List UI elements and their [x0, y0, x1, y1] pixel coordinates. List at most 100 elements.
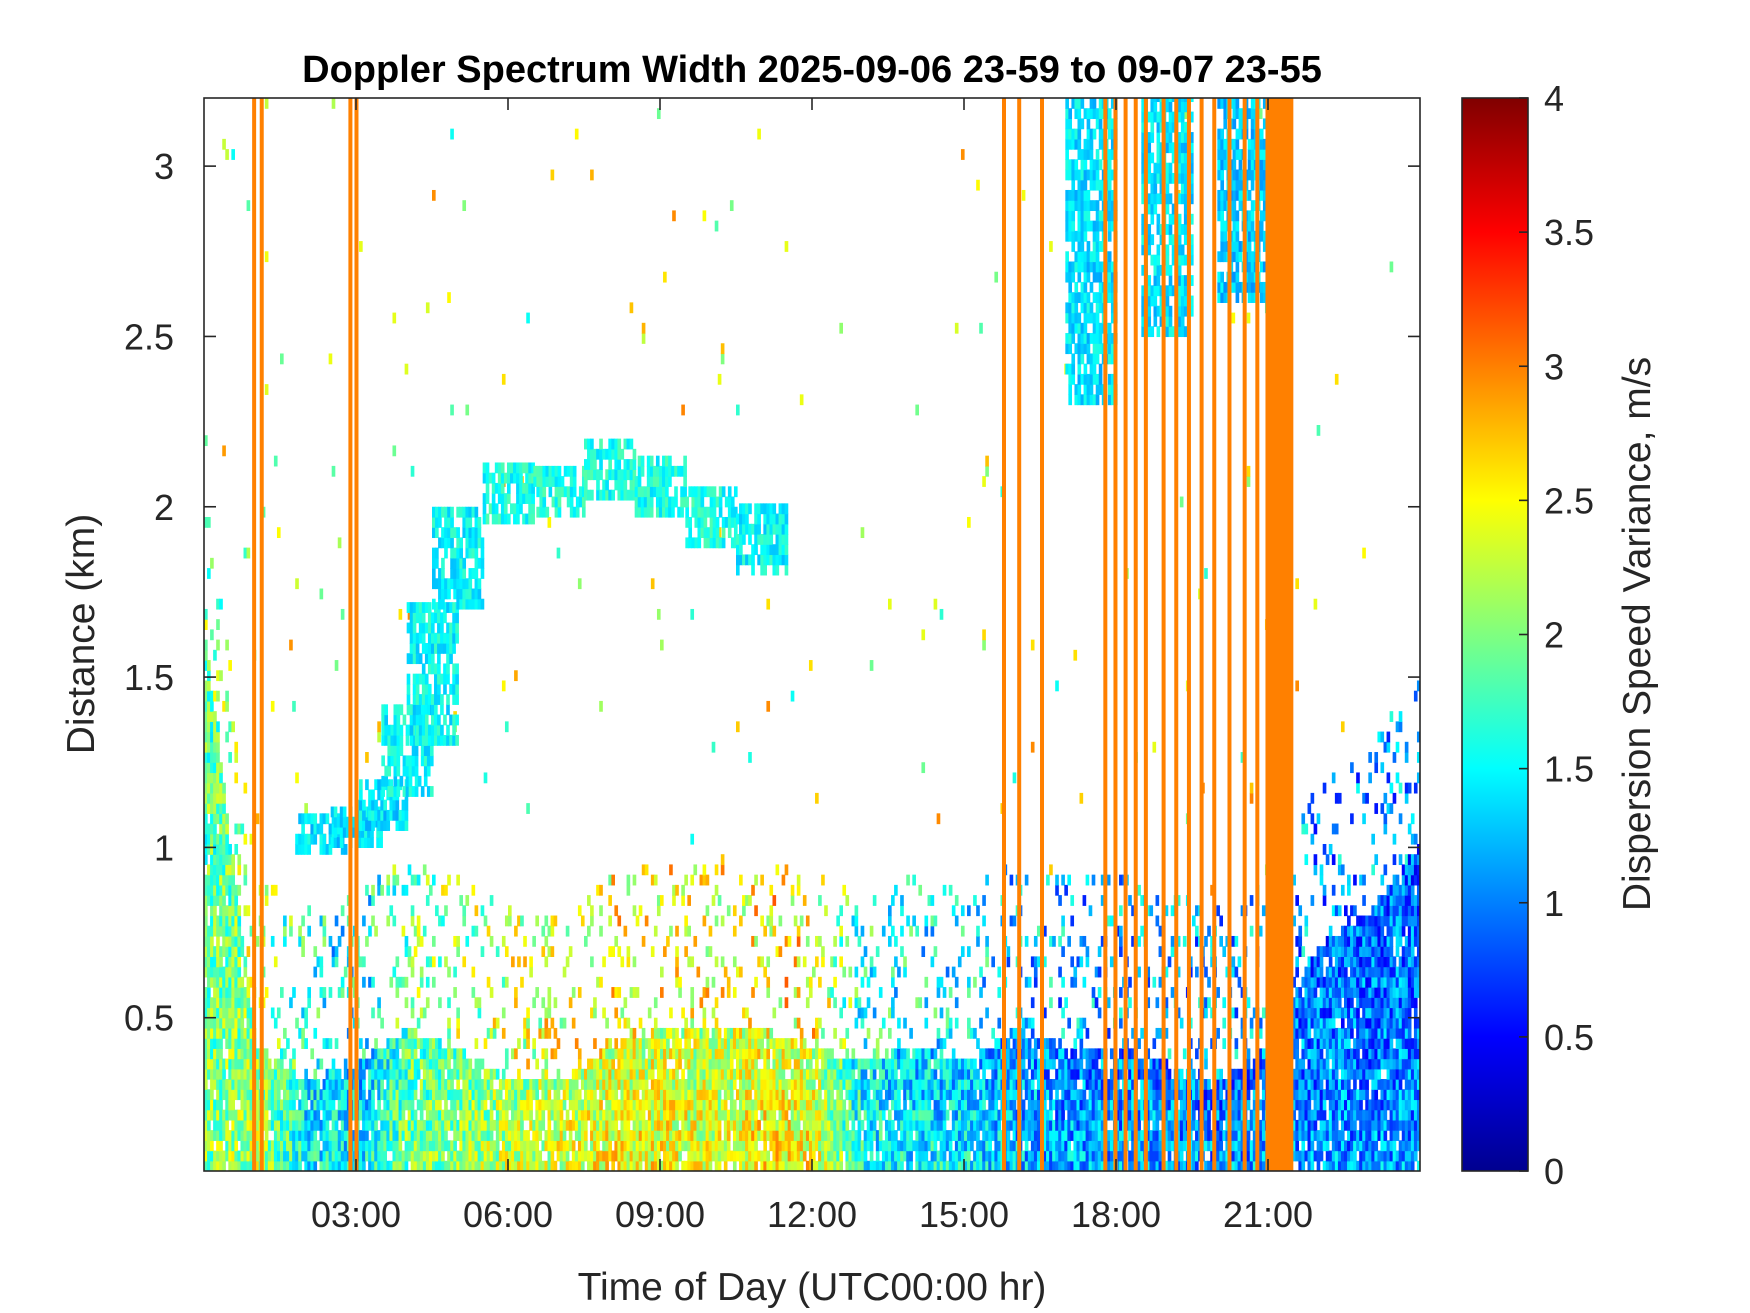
heatmap-cell — [289, 1109, 293, 1121]
heatmap-cell — [781, 1109, 786, 1121]
heatmap-cell — [641, 1027, 646, 1039]
heatmap-cell — [723, 1119, 728, 1131]
heatmap-cell — [587, 1079, 591, 1090]
heatmap-cell — [1009, 915, 1014, 927]
heatmap-cell — [711, 1109, 716, 1121]
heatmap-cell — [833, 1130, 837, 1141]
heatmap-cell — [1036, 1109, 1041, 1121]
heatmap-cell — [617, 1160, 622, 1171]
heatmap-cell — [529, 956, 533, 968]
heatmap-cell — [708, 1048, 713, 1060]
heatmap-cell — [565, 925, 570, 937]
heatmap-cell — [660, 966, 664, 978]
heatmap-cell — [401, 1109, 406, 1121]
heatmap-cell — [535, 1119, 539, 1131]
heatmap-cell — [1146, 1119, 1151, 1131]
heatmap-cell — [641, 1119, 646, 1131]
heatmap-cell — [216, 1079, 220, 1090]
heatmap-cell — [1079, 1099, 1084, 1111]
heatmap-cell — [684, 1089, 688, 1101]
heatmap-cell — [1049, 1048, 1053, 1060]
heatmap-cell — [602, 1130, 606, 1141]
heatmap-cell — [979, 1079, 983, 1090]
heatmap-cell — [413, 1150, 418, 1162]
heatmap-cell — [757, 1048, 761, 1060]
heatmap-cell — [854, 915, 859, 927]
heatmap-cell — [529, 1160, 533, 1171]
heatmap-cell — [219, 1079, 223, 1090]
heatmap-cell — [1152, 1038, 1157, 1049]
heatmap-cell — [599, 1160, 603, 1171]
heatmap-cell — [395, 1068, 400, 1080]
heatmap-cell — [213, 649, 217, 661]
heatmap-cell — [483, 915, 488, 927]
heatmap-cell — [249, 1068, 254, 1080]
heatmap-cell — [477, 997, 482, 1009]
heatmap-cell — [912, 915, 916, 927]
heatmap-cell — [970, 1099, 974, 1111]
heatmap-cell — [1076, 1017, 1081, 1029]
heatmap-cell — [845, 1089, 850, 1101]
heatmap-cell — [596, 1079, 600, 1090]
heatmap-cell — [617, 946, 622, 957]
heatmap-cell — [1091, 1099, 1096, 1111]
heatmap-cell — [833, 1068, 837, 1080]
heatmap-cell — [410, 1160, 415, 1171]
heatmap-cell — [1182, 1160, 1187, 1171]
heatmap-cell — [678, 1079, 682, 1090]
heatmap-cell — [1027, 1130, 1032, 1141]
heatmap-cell — [812, 966, 816, 978]
heatmap-cell — [234, 1130, 239, 1141]
heatmap-cell — [501, 373, 506, 385]
heatmap-cell — [468, 1119, 473, 1131]
heatmap-cell — [626, 874, 631, 886]
heatmap-cell — [222, 792, 226, 804]
heatmap-cell — [827, 1119, 831, 1131]
heatmap-cell — [960, 1130, 965, 1141]
heatmap-cell — [1176, 1160, 1181, 1171]
heatmap-cell — [492, 1119, 497, 1131]
heatmap-cell — [213, 997, 217, 1009]
heatmap-cell — [675, 1048, 679, 1060]
heatmap-cell — [650, 1068, 655, 1080]
heatmap-cell — [769, 884, 774, 896]
heatmap-cell — [656, 1058, 661, 1070]
heatmap-cell — [1030, 1140, 1035, 1152]
heatmap-cell — [419, 1058, 424, 1070]
heatmap-cell — [213, 1119, 217, 1131]
heatmap-cell — [1091, 987, 1096, 998]
heatmap-cell — [824, 1150, 828, 1162]
heatmap-cell — [726, 1038, 731, 1049]
heatmap-cell — [973, 1099, 977, 1111]
heatmap-cell — [684, 1048, 688, 1060]
heatmap-cell — [836, 1130, 840, 1141]
heatmap-cell — [325, 1089, 330, 1101]
heatmap-cell — [222, 803, 226, 814]
heatmap-cell — [374, 1160, 378, 1171]
heatmap-cell — [553, 1048, 558, 1060]
heatmap-cell — [228, 1150, 232, 1162]
heatmap-cell — [891, 997, 895, 1009]
heatmap-cell — [286, 1099, 290, 1111]
heatmap-cell — [732, 1109, 737, 1121]
heatmap-cell — [304, 803, 308, 814]
heatmap-cell — [1058, 1099, 1062, 1111]
heatmap-cell — [365, 1038, 369, 1049]
heatmap-cell — [650, 1089, 655, 1101]
heatmap-cell — [793, 1109, 798, 1121]
heatmap-cell — [1146, 1160, 1151, 1171]
heatmap-cell — [666, 1068, 670, 1080]
heatmap-cell — [204, 946, 208, 957]
heatmap-cell — [444, 1160, 448, 1171]
heatmap-cell — [532, 1130, 536, 1141]
heatmap-cell — [486, 1079, 491, 1090]
heatmap-cell — [216, 731, 220, 743]
heatmap-cell — [584, 1109, 588, 1121]
heatmap-cell — [1158, 1027, 1163, 1039]
heatmap-cell — [1046, 1048, 1050, 1060]
heatmap-cell — [228, 987, 232, 998]
heatmap-cell — [827, 1099, 831, 1111]
heatmap-cell — [967, 1027, 971, 1039]
heatmap-cell — [1179, 1099, 1184, 1111]
heatmap-cell — [407, 1150, 412, 1162]
